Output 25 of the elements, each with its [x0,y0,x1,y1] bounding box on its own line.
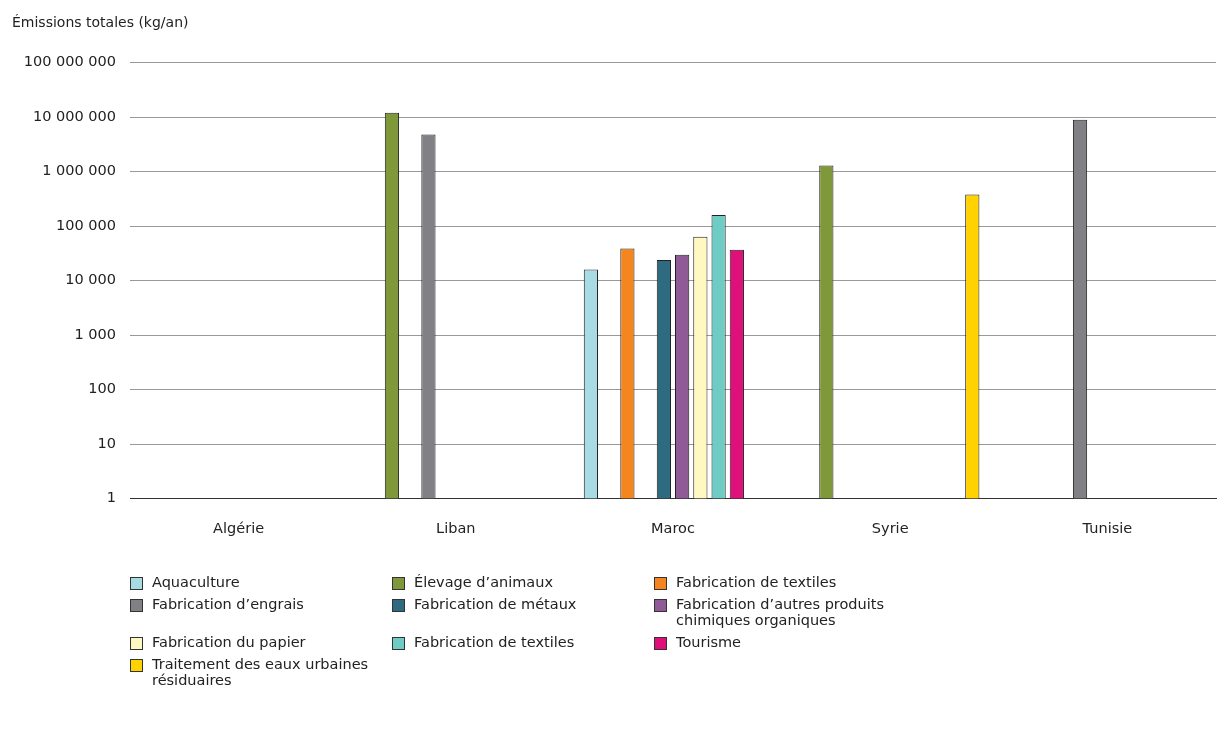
y-tick-label: 100 000 000 [23,53,116,70]
legend-label: Traitement des eaux urbaines résiduaires [152,656,370,688]
x-tick-label: Maroc [651,520,695,537]
y-tick-label: 10 000 000 [32,107,116,124]
x-tick-label: Algérie [213,520,265,537]
y-tick-label: 100 000 [56,216,116,233]
legend-label: Fabrication de textiles [676,574,837,590]
x-tick-label: Tunisie [1081,520,1133,537]
legend-label: Fabrication d’autres produits chimiques organiques [676,596,885,628]
legend-label: Fabrication du papier [152,634,306,650]
y-axis-title: Émissions totales (kg/an) [12,14,189,30]
legend-label: Élevage d’animaux [414,574,554,590]
x-tick-label: Liban [436,520,476,537]
y-tick-label: 100 [88,380,116,397]
legend-label: Fabrication de métaux [414,596,577,612]
y-tick-label: 10 [97,434,116,451]
legend-label: Tourisme [676,634,742,650]
legend-label: Fabrication de textiles [414,634,575,650]
x-tick-label: Syrie [871,520,909,537]
y-tick-label: 1 000 [74,325,116,342]
y-tick-label: 1 [106,489,116,506]
y-tick-label: 10 000 [65,271,116,288]
y-tick-label: 1 000 000 [42,162,116,179]
legend-label: Fabrication d’engrais [152,596,304,612]
legend-label: Aquaculture [152,574,240,590]
